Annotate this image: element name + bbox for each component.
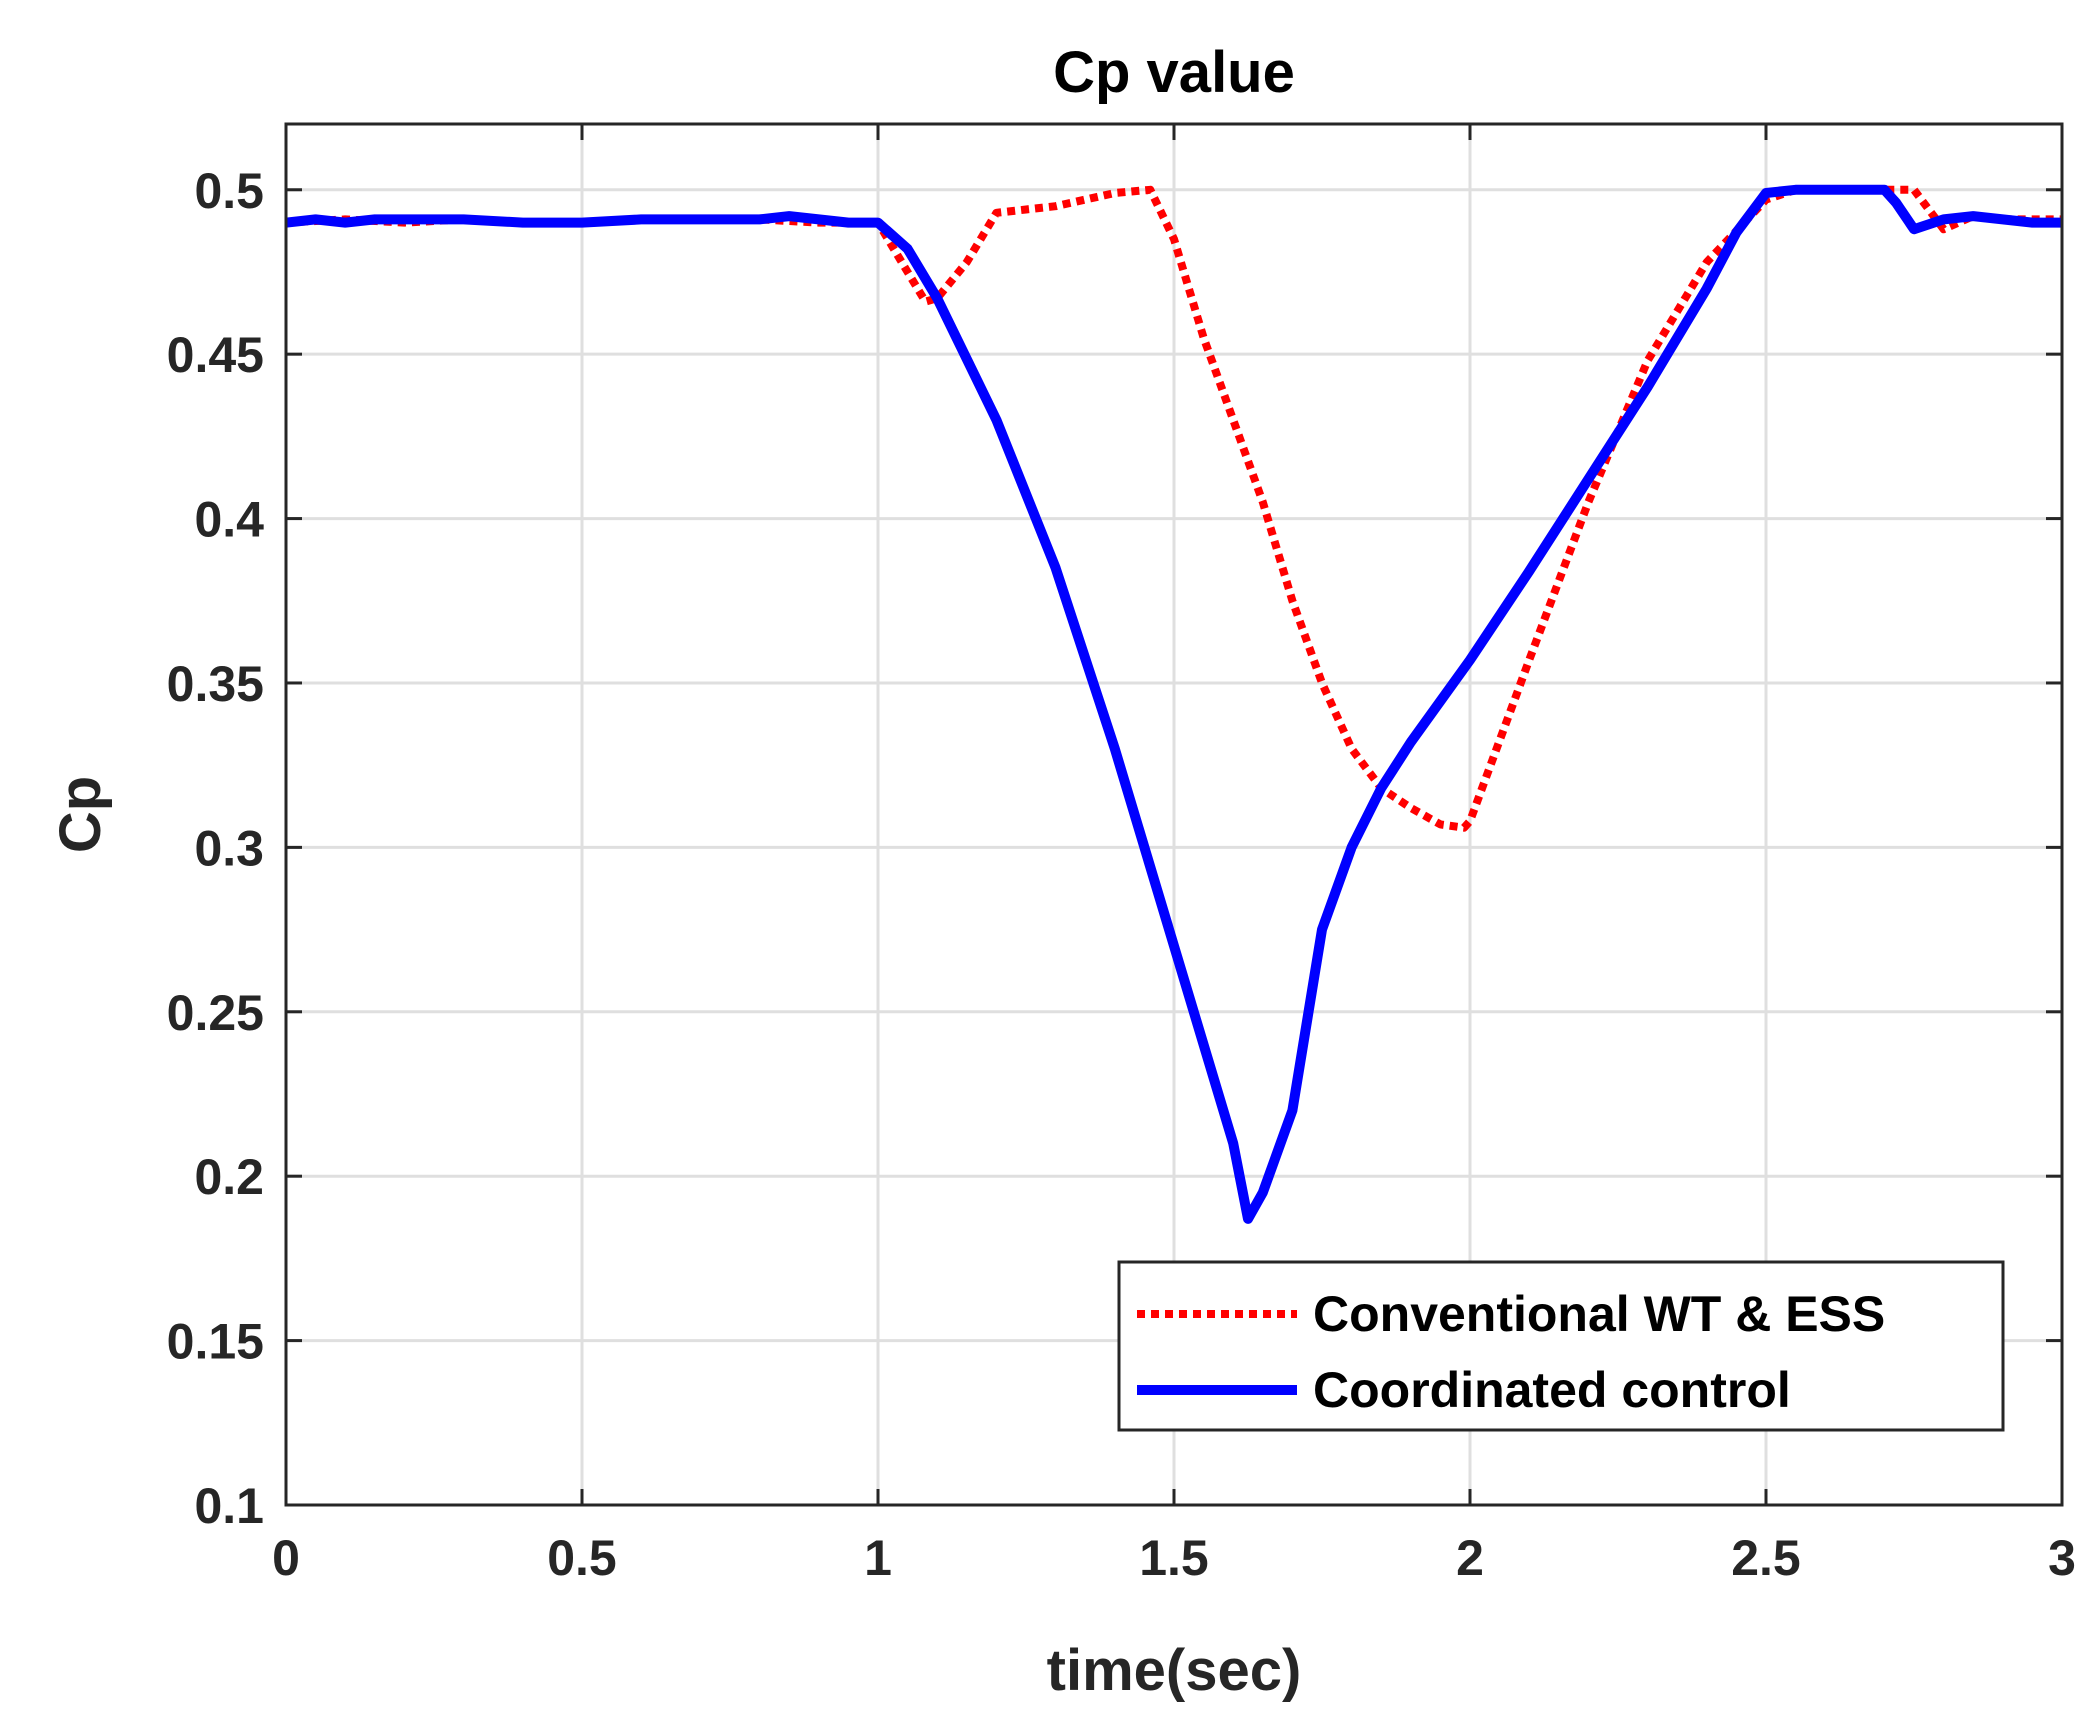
x-axis-label: time(sec): [1047, 1638, 1302, 1703]
y-tick-label: 0.5: [194, 163, 264, 219]
y-axis-label: Cp: [48, 776, 113, 853]
legend-label-conventional: Conventional WT & ESS: [1313, 1286, 1885, 1342]
legend-box: [1117, 1260, 2005, 1432]
y-tick-label: 0.3: [194, 820, 264, 876]
y-tick-label: 0.25: [167, 985, 264, 1041]
y-tick-label: 0.15: [167, 1314, 264, 1370]
chart-title: Cp value: [1053, 40, 1295, 105]
x-tick-label: 2.5: [1731, 1530, 1801, 1586]
x-tick-label: 1.5: [1139, 1530, 1209, 1586]
series-line-coordinated: [286, 184, 2062, 1224]
legend-label-coordinated: Coordinated control: [1313, 1362, 1791, 1418]
x-tick-label: 1: [864, 1530, 892, 1586]
y-tick-label: 0.2: [194, 1149, 264, 1205]
plot-series: [286, 184, 2062, 1224]
x-tick-label: 0.5: [547, 1530, 617, 1586]
y-tick-label: 0.35: [167, 656, 264, 712]
axis-ticks: 0 0.5 1 1.5 2 2.5 3 0.1 0.15 0.2 0.25 0.3 0.35 0.4 0.4…: [167, 124, 2076, 1586]
x-tick-label: 2: [1456, 1530, 1484, 1586]
y-tick-label: 0.45: [167, 327, 264, 383]
y-tick-label: 0.1: [194, 1478, 264, 1534]
x-tick-label: 3: [2048, 1530, 2076, 1586]
legend: Conventional WT & ESS Coordinated contro…: [1117, 1260, 2005, 1432]
y-tick-label: 0.4: [194, 492, 264, 548]
x-tick-label: 0: [272, 1530, 300, 1586]
